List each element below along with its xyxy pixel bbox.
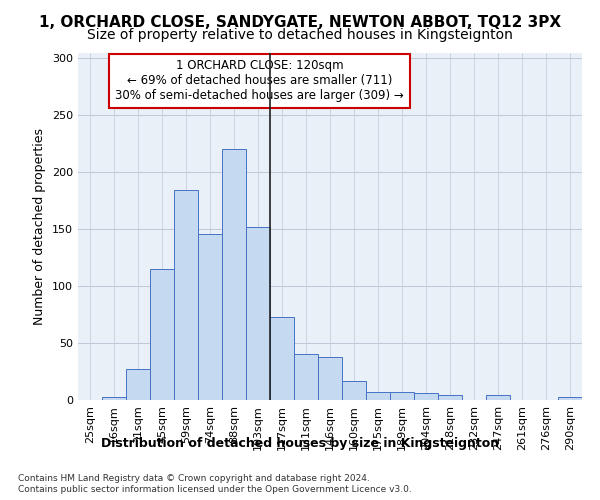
- Text: 1, ORCHARD CLOSE, SANDYGATE, NEWTON ABBOT, TQ12 3PX: 1, ORCHARD CLOSE, SANDYGATE, NEWTON ABBO…: [39, 15, 561, 30]
- Bar: [438, 396, 462, 400]
- Bar: [294, 354, 318, 400]
- Text: Contains HM Land Registry data © Crown copyright and database right 2024.: Contains HM Land Registry data © Crown c…: [18, 474, 370, 483]
- Bar: [558, 396, 582, 400]
- Bar: [198, 234, 222, 400]
- Text: 1 ORCHARD CLOSE: 120sqm
← 69% of detached houses are smaller (711)
30% of semi-d: 1 ORCHARD CLOSE: 120sqm ← 69% of detache…: [115, 60, 404, 102]
- Bar: [150, 269, 174, 400]
- Y-axis label: Number of detached properties: Number of detached properties: [34, 128, 46, 325]
- Bar: [174, 190, 198, 400]
- Bar: [342, 380, 366, 400]
- Bar: [318, 356, 342, 400]
- Bar: [126, 369, 150, 400]
- Bar: [486, 396, 510, 400]
- Bar: [390, 392, 414, 400]
- Bar: [246, 227, 270, 400]
- Bar: [270, 317, 294, 400]
- Bar: [366, 392, 390, 400]
- Text: Size of property relative to detached houses in Kingsteignton: Size of property relative to detached ho…: [87, 28, 513, 42]
- Bar: [222, 150, 246, 400]
- Bar: [102, 396, 126, 400]
- Text: Contains public sector information licensed under the Open Government Licence v3: Contains public sector information licen…: [18, 485, 412, 494]
- Text: Distribution of detached houses by size in Kingsteignton: Distribution of detached houses by size …: [101, 438, 499, 450]
- Bar: [414, 393, 438, 400]
